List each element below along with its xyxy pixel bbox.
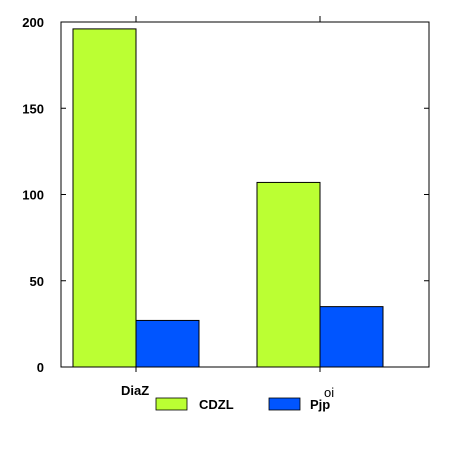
x-tick-label: oi: [324, 385, 334, 400]
x-axis: DiaZ oi: [121, 16, 334, 400]
legend-swatch-pjp: [268, 397, 301, 411]
bars: [72, 28, 384, 368]
y-tick-label: 100: [22, 188, 44, 203]
y-tick-label: 150: [22, 101, 44, 116]
bar-pjp-diaz: [135, 319, 200, 368]
bar-cdzl-diaz: [72, 28, 137, 368]
legend: CDZL Pjp: [155, 397, 330, 412]
bar-pjp-oi: [319, 306, 384, 368]
legend-label-cdzl: CDZL: [199, 397, 234, 412]
legend-label-pjp: Pjp: [310, 397, 330, 412]
y-tick-label: 200: [22, 15, 44, 30]
x-tick-label: DiaZ: [121, 383, 149, 398]
legend-swatch-cdzl: [155, 397, 188, 411]
y-axis: 0 50 100 150 200: [22, 15, 429, 375]
bar-cdzl-oi: [256, 181, 321, 368]
y-tick-label: 50: [30, 274, 44, 289]
y-tick-label: 0: [37, 360, 44, 375]
